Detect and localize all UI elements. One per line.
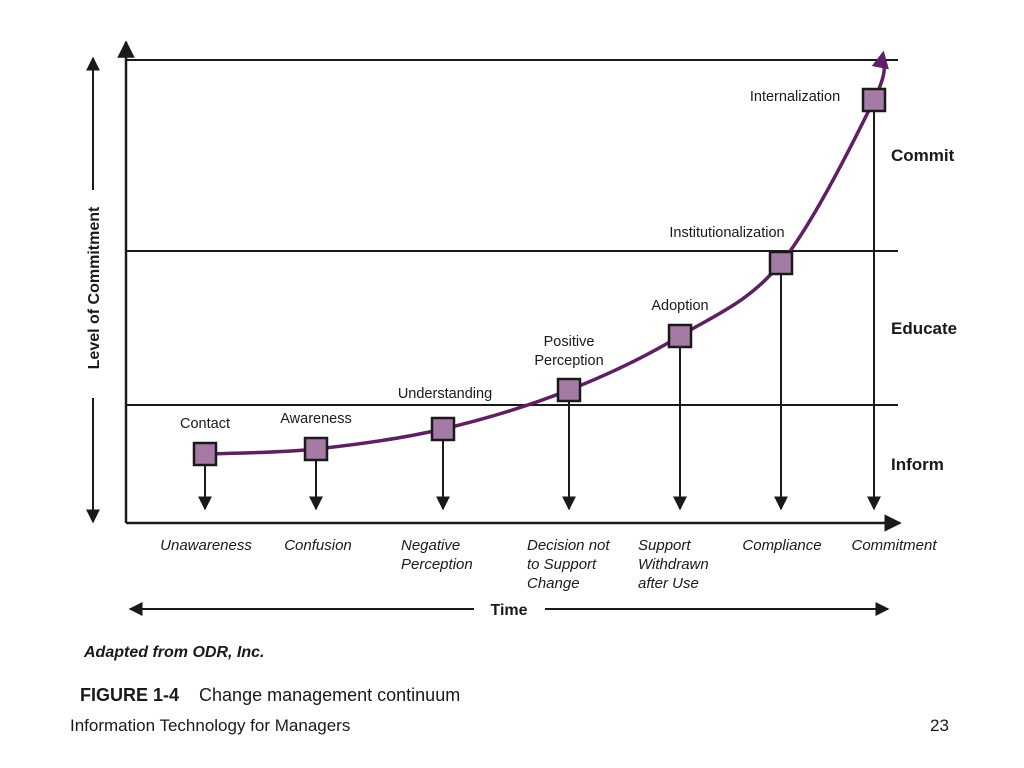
- stage-label-3-0: Positive: [544, 334, 595, 350]
- outcome-label-2-0: Negative: [401, 537, 460, 554]
- stage-marker-2: [430, 416, 456, 442]
- stage-marker-1: [303, 436, 329, 462]
- footer-title: Information Technology for Managers: [70, 716, 351, 735]
- stage-marker-0: [192, 441, 218, 467]
- outcome-label-3-1: to Support: [527, 556, 597, 573]
- drop-lines: [198, 112, 881, 511]
- stage-label-1-0: Awareness: [280, 411, 351, 427]
- outcome-label-2-1: Perception: [401, 556, 473, 573]
- source-credit: Adapted from ODR, Inc.: [84, 644, 265, 661]
- stage-label-6-0: Internalization: [750, 89, 840, 105]
- stage-marker-4: [667, 323, 693, 349]
- stage-label-4-0: Adoption: [651, 298, 708, 314]
- band-label-educate: Educate: [891, 319, 957, 338]
- outcome-label-1-0: Confusion: [284, 537, 352, 554]
- stage-markers: [192, 87, 887, 467]
- stage-marker-3: [556, 377, 582, 403]
- figure-title: Change management continuum: [199, 685, 461, 705]
- outcome-label-3-2: Change: [527, 575, 580, 592]
- outcome-labels: Unawareness Confusion Negative Perception De…: [160, 537, 937, 592]
- stage-label-0-0: Contact: [180, 416, 230, 432]
- outcome-label-4-2: after Use: [638, 575, 699, 592]
- stage-label-2-0: Understanding: [398, 386, 492, 402]
- stage-labels: Contact Awareness Understanding Positive Per…: [180, 89, 840, 432]
- outcome-label-4-1: Withdrawn: [638, 556, 709, 573]
- band-label-commit: Commit: [891, 146, 955, 165]
- band-label-inform: Inform: [891, 455, 944, 474]
- x-axis-title: Time: [490, 602, 527, 619]
- outcome-label-5-0: Compliance: [742, 537, 821, 554]
- y-axis-title: Level of Commitment: [86, 206, 103, 369]
- stage-label-5-0: Institutionalization: [669, 225, 784, 241]
- figure-caption: FIGURE 1-4 Change management continuum: [80, 685, 460, 706]
- stage-marker-6: [861, 87, 887, 113]
- change-continuum-diagram: Level of Commitment Time Commit Educate …: [86, 40, 957, 619]
- figure-number: FIGURE 1-4: [80, 685, 180, 705]
- commitment-curve: [204, 50, 889, 456]
- outcome-label-3-0: Decision not: [527, 537, 610, 554]
- stage-label-3-1: Perception: [534, 353, 603, 369]
- stage-marker-5: [768, 250, 794, 276]
- outcome-label-6-0: Commitment: [851, 537, 937, 554]
- outcome-label-0-0: Unawareness: [160, 537, 252, 554]
- outcome-label-4-0: Support: [638, 537, 691, 554]
- page-number: 23: [930, 716, 949, 735]
